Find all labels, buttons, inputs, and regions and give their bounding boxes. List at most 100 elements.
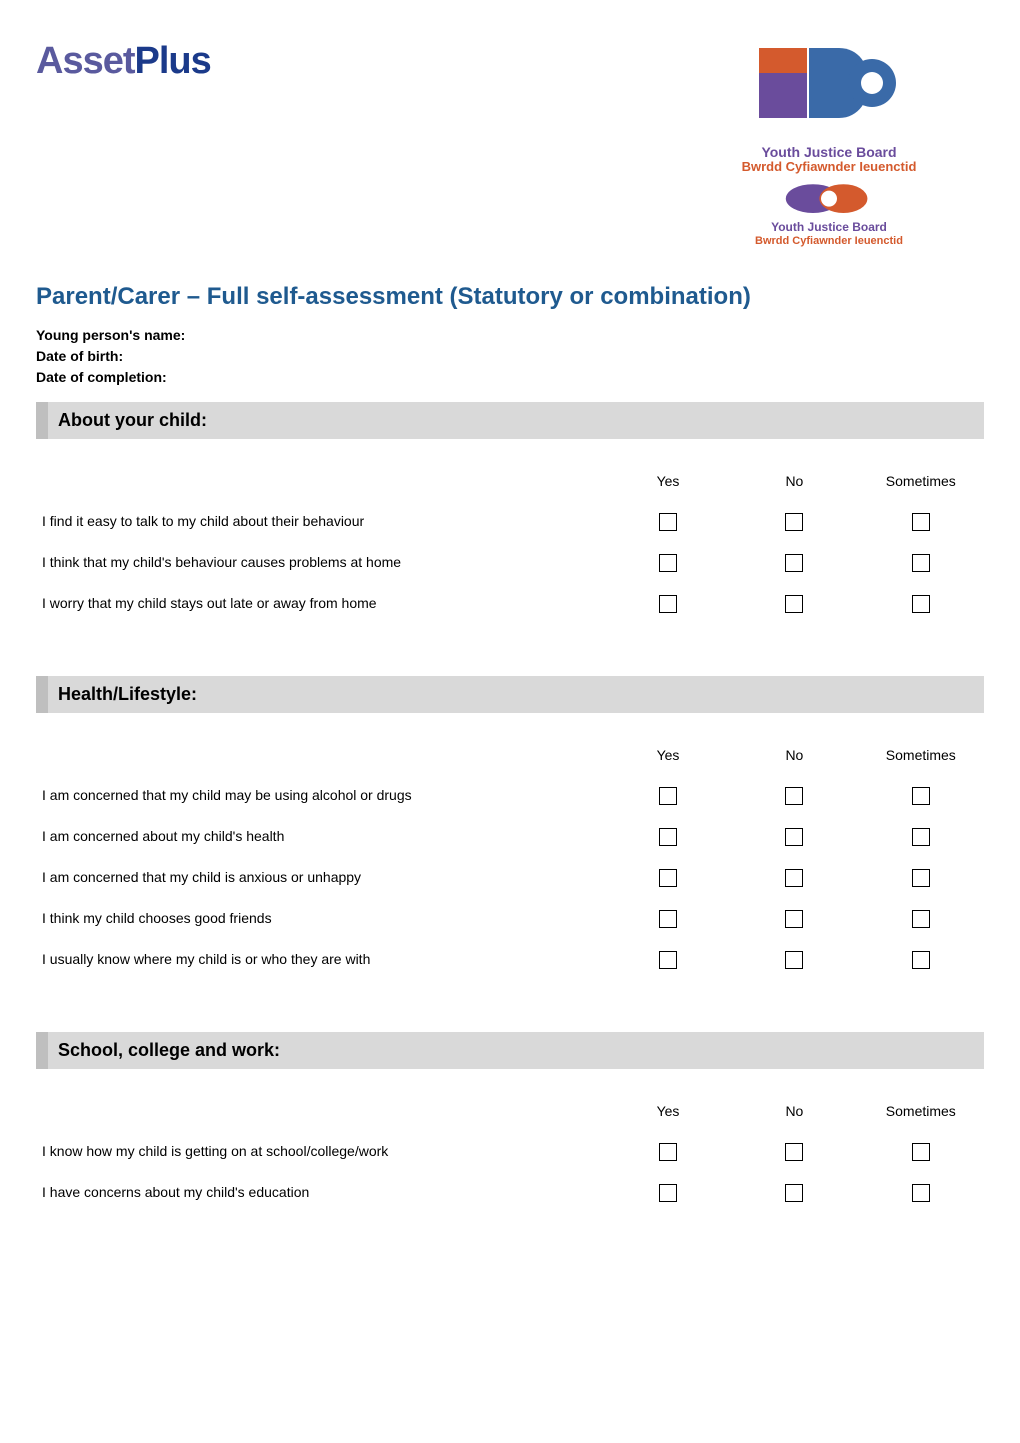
question-row: I have concerns about my child's educati… bbox=[36, 1174, 984, 1215]
checkbox-sometimes[interactable] bbox=[912, 1143, 930, 1161]
question-row: I think my child chooses good friends bbox=[36, 900, 984, 941]
question-row: I usually know where my child is or who … bbox=[36, 941, 984, 982]
question-text: I worry that my child stays out late or … bbox=[36, 585, 605, 626]
column-header-blank bbox=[36, 449, 605, 503]
question-row: I think that my child's behaviour causes… bbox=[36, 544, 984, 585]
checkbox-cell-no bbox=[731, 900, 857, 941]
column-header-yes: Yes bbox=[605, 1079, 731, 1133]
column-header-no: No bbox=[731, 449, 857, 503]
meta-completion-label: Date of completion: bbox=[36, 367, 984, 388]
checkbox-cell-yes bbox=[605, 777, 731, 818]
question-table: YesNoSometimesI am concerned that my chi… bbox=[36, 723, 984, 982]
brand-part1: Asset bbox=[36, 40, 135, 82]
meta-name-label: Young person's name: bbox=[36, 325, 984, 346]
checkbox-sometimes[interactable] bbox=[912, 951, 930, 969]
yjb-logo-small-icon bbox=[781, 181, 877, 217]
checkbox-sometimes[interactable] bbox=[912, 869, 930, 887]
checkbox-sometimes[interactable] bbox=[912, 828, 930, 846]
checkbox-sometimes[interactable] bbox=[912, 554, 930, 572]
question-row: I am concerned that my child may be usin… bbox=[36, 777, 984, 818]
checkbox-cell-no bbox=[731, 941, 857, 982]
checkbox-cell-yes bbox=[605, 503, 731, 544]
question-text: I think that my child's behaviour causes… bbox=[36, 544, 605, 585]
org-logo-small: Youth Justice Board Bwrdd Cyfiawnder Ieu… bbox=[674, 181, 984, 247]
checkbox-cell-no bbox=[731, 1174, 857, 1215]
checkbox-yes[interactable] bbox=[659, 1143, 677, 1161]
checkbox-cell-sometimes bbox=[858, 777, 984, 818]
checkbox-cell-yes bbox=[605, 900, 731, 941]
checkbox-yes[interactable] bbox=[659, 787, 677, 805]
checkbox-cell-sometimes bbox=[858, 900, 984, 941]
checkbox-cell-no bbox=[731, 503, 857, 544]
checkbox-yes[interactable] bbox=[659, 910, 677, 928]
yjb-logo-icon bbox=[754, 40, 904, 140]
checkbox-no[interactable] bbox=[785, 951, 803, 969]
checkbox-no[interactable] bbox=[785, 595, 803, 613]
org-name-en-small: Youth Justice Board bbox=[755, 221, 903, 235]
checkbox-yes[interactable] bbox=[659, 554, 677, 572]
checkbox-yes[interactable] bbox=[659, 828, 677, 846]
checkbox-cell-yes bbox=[605, 585, 731, 626]
checkbox-cell-yes bbox=[605, 818, 731, 859]
checkbox-cell-sometimes bbox=[858, 818, 984, 859]
column-header-blank bbox=[36, 1079, 605, 1133]
org-logo-stack: Youth Justice Board Bwrdd Cyfiawnder Ieu… bbox=[674, 40, 984, 253]
checkbox-sometimes[interactable] bbox=[912, 787, 930, 805]
checkbox-cell-yes bbox=[605, 1174, 731, 1215]
checkbox-sometimes[interactable] bbox=[912, 910, 930, 928]
column-header-no: No bbox=[731, 1079, 857, 1133]
question-row: I am concerned about my child's health bbox=[36, 818, 984, 859]
checkbox-sometimes[interactable] bbox=[912, 1184, 930, 1202]
checkbox-cell-sometimes bbox=[858, 941, 984, 982]
org-logo-large: Youth Justice Board Bwrdd Cyfiawnder Ieu… bbox=[674, 40, 984, 175]
checkbox-yes[interactable] bbox=[659, 513, 677, 531]
checkbox-yes[interactable] bbox=[659, 869, 677, 887]
question-text: I think my child chooses good friends bbox=[36, 900, 605, 941]
checkbox-cell-sometimes bbox=[858, 1174, 984, 1215]
checkbox-cell-no bbox=[731, 818, 857, 859]
org-name-cy: Bwrdd Cyfiawnder Ieuenctid bbox=[742, 160, 917, 175]
checkbox-cell-yes bbox=[605, 544, 731, 585]
checkbox-cell-sometimes bbox=[858, 859, 984, 900]
column-header-sometimes: Sometimes bbox=[858, 723, 984, 777]
checkbox-cell-sometimes bbox=[858, 1133, 984, 1174]
question-text: I know how my child is getting on at sch… bbox=[36, 1133, 605, 1174]
checkbox-cell-yes bbox=[605, 941, 731, 982]
checkbox-yes[interactable] bbox=[659, 951, 677, 969]
checkbox-no[interactable] bbox=[785, 828, 803, 846]
column-header-sometimes: Sometimes bbox=[858, 1079, 984, 1133]
checkbox-cell-no bbox=[731, 585, 857, 626]
checkbox-yes[interactable] bbox=[659, 595, 677, 613]
checkbox-cell-yes bbox=[605, 859, 731, 900]
checkbox-cell-sometimes bbox=[858, 544, 984, 585]
column-header-blank bbox=[36, 723, 605, 777]
checkbox-no[interactable] bbox=[785, 910, 803, 928]
checkbox-no[interactable] bbox=[785, 554, 803, 572]
checkbox-no[interactable] bbox=[785, 513, 803, 531]
checkbox-cell-no bbox=[731, 777, 857, 818]
checkbox-sometimes[interactable] bbox=[912, 595, 930, 613]
meta-block: Young person's name: Date of birth: Date… bbox=[36, 325, 984, 388]
checkbox-no[interactable] bbox=[785, 1184, 803, 1202]
question-text: I am concerned that my child is anxious … bbox=[36, 859, 605, 900]
column-header-no: No bbox=[731, 723, 857, 777]
org-name-en: Youth Justice Board bbox=[742, 144, 917, 160]
question-text: I am concerned that my child may be usin… bbox=[36, 777, 605, 818]
checkbox-cell-yes bbox=[605, 1133, 731, 1174]
question-row: I am concerned that my child is anxious … bbox=[36, 859, 984, 900]
meta-dob-label: Date of birth: bbox=[36, 346, 984, 367]
checkbox-sometimes[interactable] bbox=[912, 513, 930, 531]
checkbox-no[interactable] bbox=[785, 869, 803, 887]
checkbox-cell-sometimes bbox=[858, 503, 984, 544]
checkbox-no[interactable] bbox=[785, 1143, 803, 1161]
page-title: Parent/Carer – Full self-assessment (Sta… bbox=[36, 283, 984, 311]
section-heading: School, college and work: bbox=[36, 1032, 984, 1069]
checkbox-yes[interactable] bbox=[659, 1184, 677, 1202]
column-header-sometimes: Sometimes bbox=[858, 449, 984, 503]
section-heading: Health/Lifestyle: bbox=[36, 676, 984, 713]
question-row: I worry that my child stays out late or … bbox=[36, 585, 984, 626]
checkbox-no[interactable] bbox=[785, 787, 803, 805]
question-row: I find it easy to talk to my child about… bbox=[36, 503, 984, 544]
checkbox-cell-no bbox=[731, 859, 857, 900]
checkbox-cell-no bbox=[731, 544, 857, 585]
